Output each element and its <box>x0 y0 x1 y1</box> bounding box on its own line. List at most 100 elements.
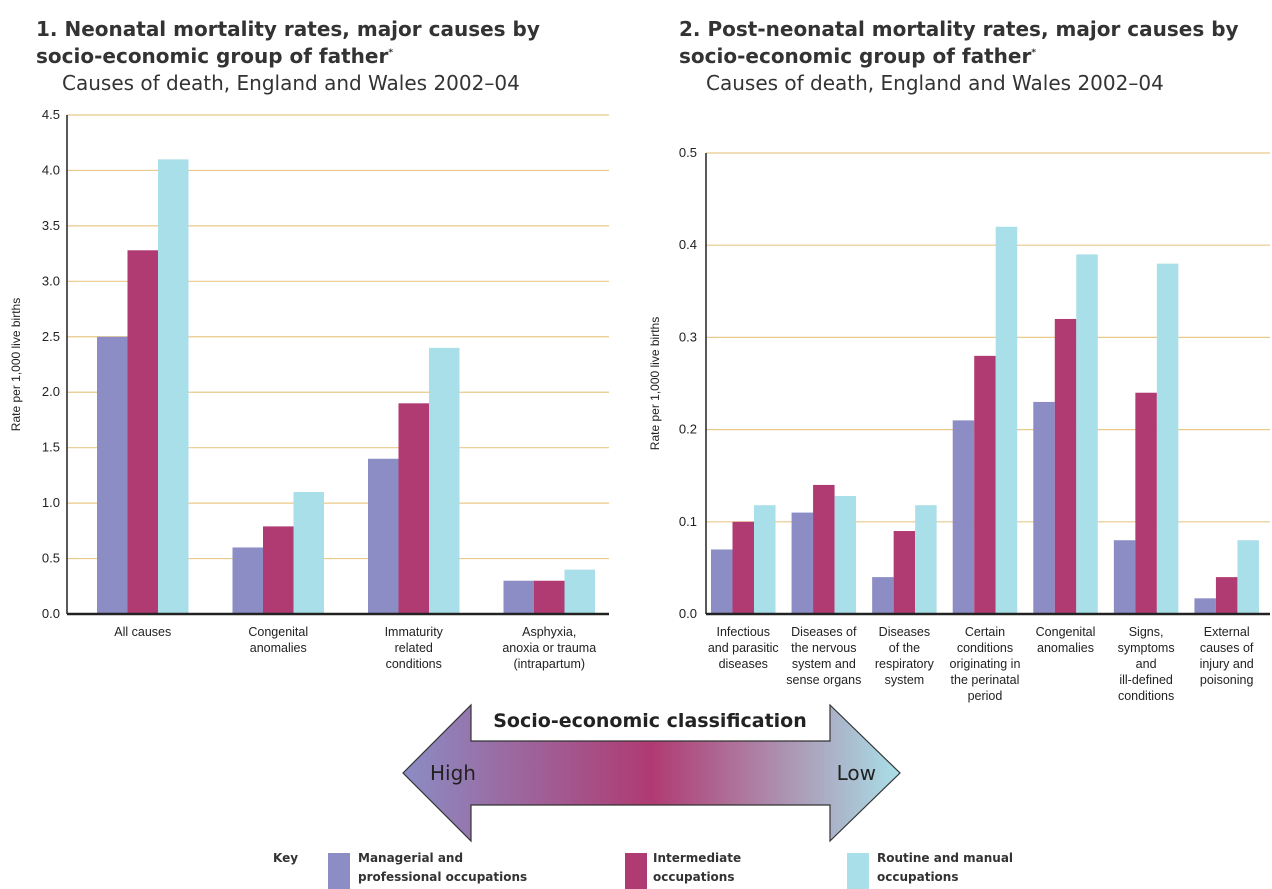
bar-intermediate <box>534 580 565 614</box>
category-label: Congenital <box>248 625 308 639</box>
bar-routine <box>754 505 776 614</box>
category-label: injury and <box>1200 657 1254 671</box>
category-label: Certain <box>965 625 1005 639</box>
category-label: conditions <box>1118 689 1174 703</box>
chart2-title-marker: * <box>1031 48 1037 58</box>
legend-key-label: Key <box>273 851 298 865</box>
bar-routine <box>1076 254 1098 615</box>
chart2-title-line1: 2. Post-neonatal mortality rates, major … <box>679 17 1239 41</box>
category-label: originating in <box>950 657 1021 671</box>
bar-managerial <box>952 420 975 614</box>
bar-intermediate <box>398 403 429 614</box>
bar-intermediate <box>732 521 754 614</box>
category-label: poisoning <box>1200 673 1254 687</box>
legend-label-intermediate-line2: occupations <box>653 870 734 884</box>
y-tick-label: 1.5 <box>42 440 60 455</box>
category-label: anomalies <box>1037 641 1094 655</box>
legend-label-routine-line2: occupations <box>877 870 958 884</box>
legend-label-intermediate-line1: Intermediate <box>653 851 741 865</box>
y-axis-label: Rate per 1,000 live births <box>9 298 23 431</box>
category-label: system and <box>792 657 856 671</box>
category-label: All causes <box>114 625 171 639</box>
bar-intermediate <box>1215 577 1238 614</box>
chart1-title: 1. Neonatal mortality rates, major cause… <box>36 16 596 70</box>
y-tick-label: 0.2 <box>679 422 697 437</box>
category-label: causes of <box>1200 641 1254 655</box>
y-tick-label: 0.3 <box>679 329 697 344</box>
legend-swatch-managerial <box>328 853 350 889</box>
arrow-high-label: High <box>430 761 476 785</box>
y-tick-label: 1.0 <box>42 495 60 510</box>
legend-label-managerial-line2: professional occupations <box>358 870 527 884</box>
category-label: respiratory <box>875 657 935 671</box>
legend-swatch-routine <box>847 853 869 889</box>
category-label: and parasitic <box>708 641 779 655</box>
bar-routine <box>158 159 189 614</box>
category-label: Infectious <box>716 625 770 639</box>
chart1-subtitle: Causes of death, England and Wales 2002–… <box>62 71 520 95</box>
y-tick-label: 2.5 <box>42 329 60 344</box>
category-label: ill-defined <box>1119 673 1173 687</box>
chart2-title-line2: socio-economic group of father <box>679 44 1032 68</box>
bar-intermediate <box>893 531 916 614</box>
y-tick-label: 4.0 <box>42 162 60 177</box>
y-tick-label: 3.0 <box>42 273 60 288</box>
y-tick-label: 0.1 <box>679 514 697 529</box>
category-label: related <box>395 641 433 655</box>
y-tick-label: 0.4 <box>679 237 697 252</box>
category-label: system <box>885 673 925 687</box>
bar-intermediate <box>263 526 294 614</box>
category-label: anomalies <box>250 641 307 655</box>
bar-routine <box>834 495 857 614</box>
y-tick-label: 0.0 <box>679 606 697 621</box>
category-label: conditions <box>957 641 1013 655</box>
category-label: Immaturity <box>385 625 444 639</box>
bar-managerial <box>97 336 128 614</box>
bar-managerial <box>503 580 534 614</box>
y-tick-label: 3.5 <box>42 218 60 233</box>
chart2-subtitle: Causes of death, England and Wales 2002–… <box>706 71 1164 95</box>
category-label: sense organs <box>786 673 861 687</box>
category-label: Asphyxia, <box>522 625 576 639</box>
bar-routine <box>1156 263 1179 614</box>
bar-intermediate <box>1135 392 1157 614</box>
legend-swatch-intermediate <box>625 853 647 889</box>
category-label: the nervous <box>791 641 856 655</box>
category-label: and <box>1136 657 1157 671</box>
y-tick-label: 0.0 <box>42 606 60 621</box>
legend-label-routine-line1: Routine and manual <box>877 851 1013 865</box>
category-label: symptoms <box>1118 641 1175 655</box>
chart1-title-line1: 1. Neonatal mortality rates, major cause… <box>36 17 540 41</box>
chart2-title: 2. Post-neonatal mortality rates, major … <box>679 16 1239 70</box>
bar-routine <box>429 347 460 614</box>
bar-managerial <box>872 577 894 614</box>
category-label: Congenital <box>1036 625 1096 639</box>
bar-routine <box>915 505 937 614</box>
double-arrow-shape <box>402 703 901 843</box>
y-axis-label: Rate per 1,000 live births <box>648 317 662 450</box>
bar-routine <box>564 569 595 614</box>
bar-intermediate <box>974 355 996 614</box>
category-label: the perinatal <box>951 673 1020 687</box>
chart1-title-line2: socio-economic group of father <box>36 44 389 68</box>
bar-managerial <box>791 512 814 614</box>
category-label: Diseases <box>879 625 930 639</box>
bar-managerial <box>368 458 399 614</box>
y-tick-label: 0.5 <box>42 551 60 566</box>
bar-managerial <box>711 549 733 614</box>
category-label: (intrapartum) <box>513 657 585 671</box>
bar-managerial <box>232 547 263 614</box>
bar-intermediate <box>1054 318 1077 614</box>
y-tick-label: 0.5 <box>679 145 697 160</box>
y-tick-label: 4.5 <box>42 107 60 122</box>
y-tick-label: 2.0 <box>42 384 60 399</box>
bar-intermediate <box>813 484 835 614</box>
category-label: period <box>968 689 1003 703</box>
chart1-title-marker: * <box>388 48 394 58</box>
category-label: conditions <box>386 657 442 671</box>
category-label: Diseases of <box>791 625 857 639</box>
bar-managerial <box>1194 598 1216 614</box>
